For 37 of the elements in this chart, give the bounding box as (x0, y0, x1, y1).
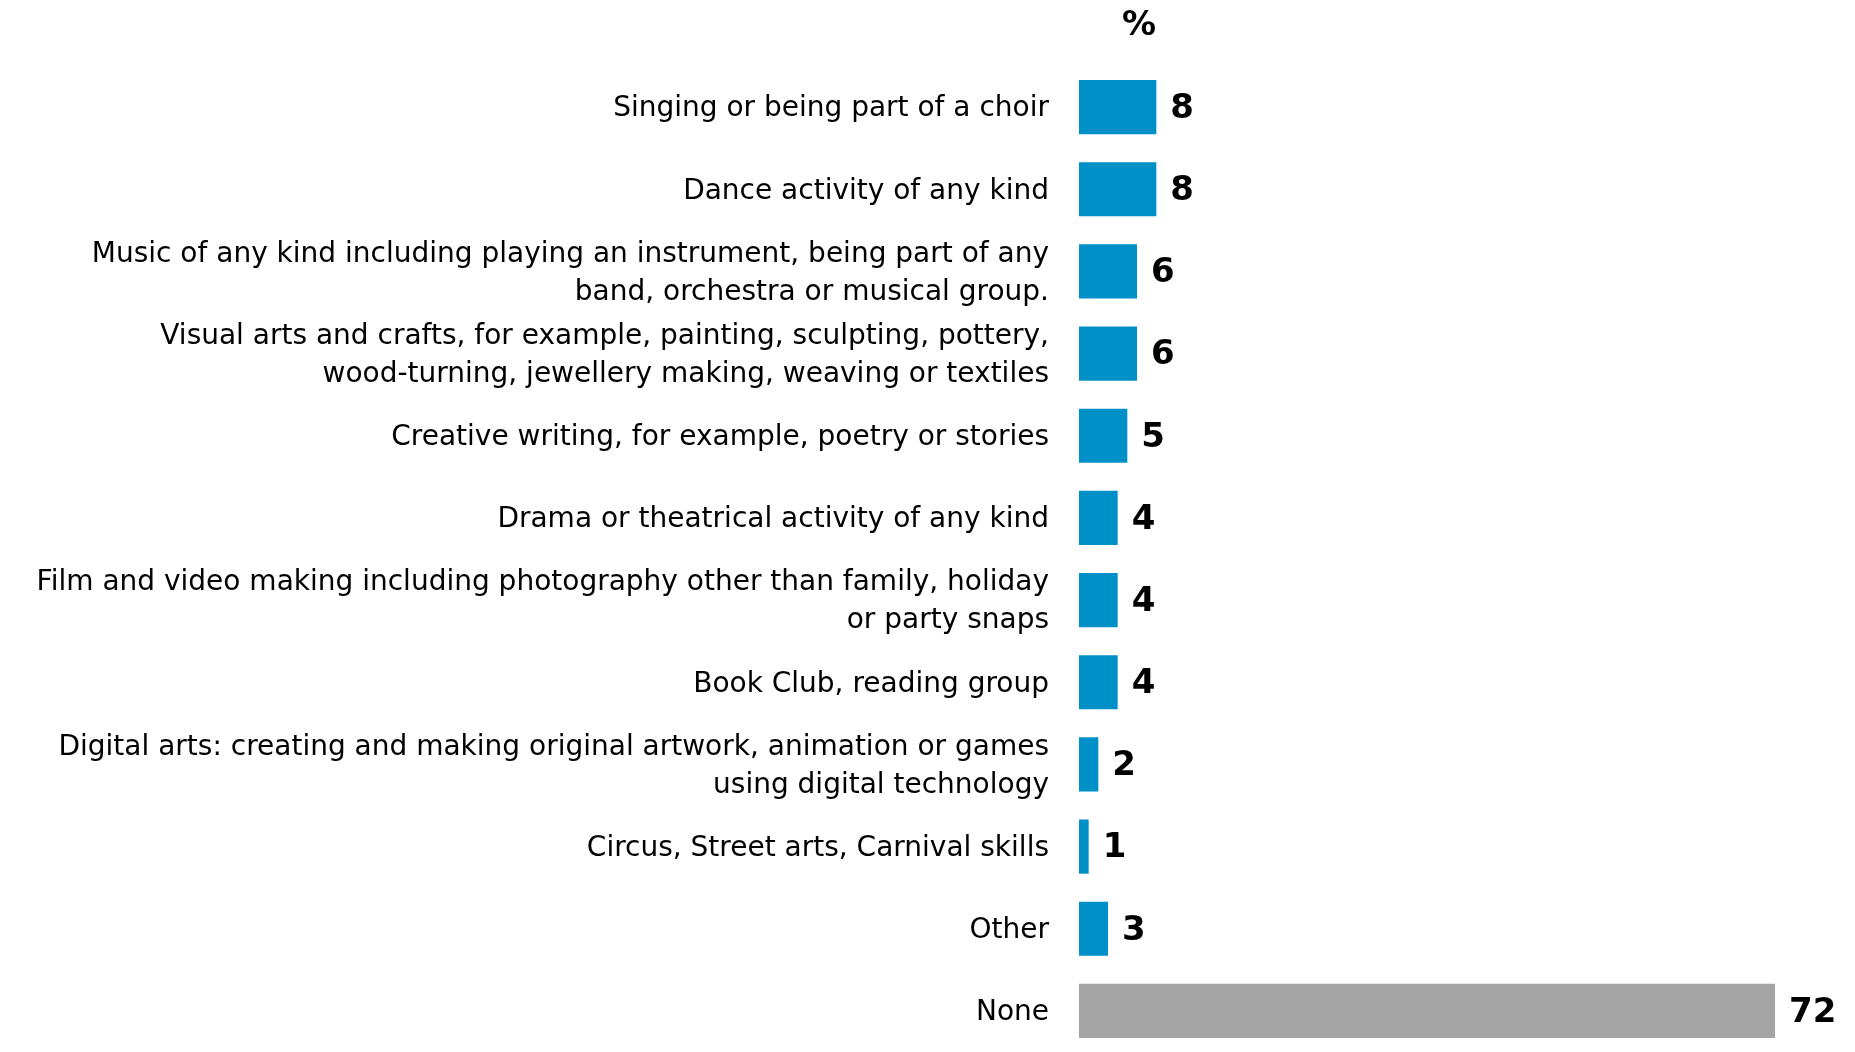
y-tick-label: Music of any kind including playing an instrument, being part of any band, orchestra or musical group. (91, 235, 1049, 307)
y-tick-label: Visual arts and crafts, for example, painting, sculpting, pottery, wood-turning, jewellery making, weaving or textiles (160, 317, 1049, 389)
data-label: 3 (1122, 907, 1146, 948)
data-label: 1 (1102, 825, 1127, 866)
bar (1079, 326, 1137, 381)
y-tick-label: Circus, Street arts, Carnival skills (586, 829, 1049, 863)
bar (1079, 572, 1118, 628)
bar (1079, 983, 1775, 1039)
y-tick-label: Other (969, 912, 1050, 946)
y-tick-label: Book Club, reading group (693, 665, 1049, 699)
bar (1079, 737, 1099, 792)
data-label: 6 (1151, 332, 1175, 373)
y-tick-label: Singing or being part of a choir (613, 90, 1050, 124)
bar (1079, 79, 1157, 135)
bar (1079, 655, 1118, 710)
bar (1079, 408, 1128, 463)
y-tick-label: Drama or theatrical activity of any kind (497, 501, 1049, 535)
data-label: 5 (1141, 414, 1166, 455)
y-tick-label: Creative writing, for example, poetry or stories (391, 419, 1049, 453)
chart-title: % (1121, 2, 1157, 43)
data-label: 6 (1151, 250, 1175, 291)
y-tick-label: Digital arts: creating and making original artwork, animation or games using digital technology (58, 728, 1049, 800)
bar (1079, 244, 1137, 299)
data-label: 2 (1112, 743, 1137, 784)
data-label: 8 (1170, 168, 1195, 209)
data-label: 4 (1131, 661, 1156, 702)
bar (1079, 490, 1118, 546)
data-label: 72 (1789, 989, 1837, 1030)
y-tick-label: Film and video making including photography other than family, holiday or party snaps (36, 564, 1049, 636)
bar (1079, 162, 1157, 217)
data-label: 4 (1131, 496, 1156, 537)
data-label: 8 (1170, 85, 1195, 126)
y-tick-label: None (975, 994, 1049, 1028)
data-label: 4 (1131, 578, 1156, 619)
y-tick-label: Dance activity of any kind (683, 172, 1049, 206)
bar (1079, 901, 1108, 956)
bar (1079, 819, 1089, 874)
